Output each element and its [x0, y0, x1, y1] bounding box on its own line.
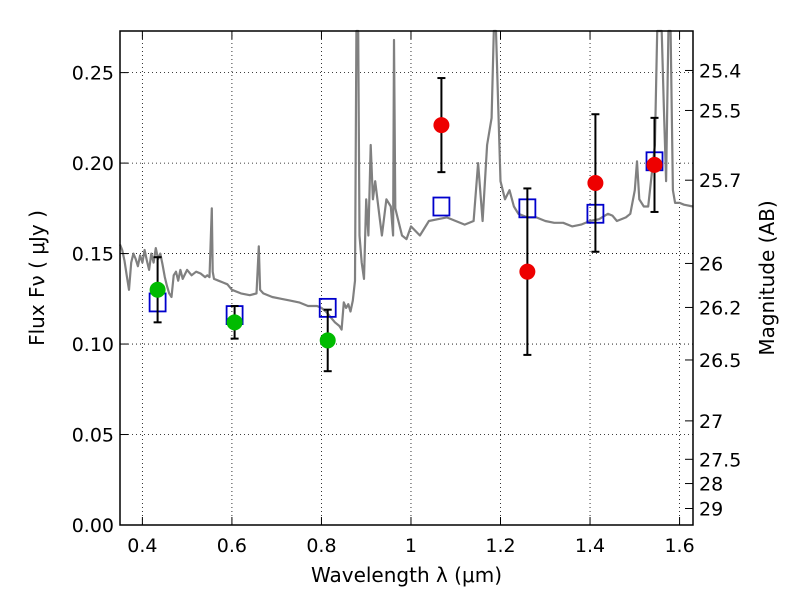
y-right-tick-label: 26: [699, 253, 723, 275]
x-tick-label: 1.6: [664, 535, 694, 557]
observed-flux-point: [319, 332, 336, 349]
x-tick-label: 1: [405, 535, 417, 557]
y-tick-label: 0.20: [72, 153, 114, 175]
x-tick-label: 0.6: [217, 535, 247, 557]
x-tick-label: 0.4: [127, 535, 157, 557]
plot-frame: [119, 30, 694, 526]
y-right-tick-label: 25.5: [699, 100, 741, 122]
x-tick-label: 0.8: [306, 535, 336, 557]
observed-flux-point: [646, 156, 663, 173]
y-right-tick-label: 28: [699, 474, 723, 496]
y-right-axis-label: Magnitude (AB): [755, 200, 779, 355]
x-tick-label: 1.2: [485, 535, 515, 557]
observed-flux-point: [519, 263, 536, 280]
observed-flux-point: [433, 117, 450, 134]
y-tick-label: 0.00: [72, 515, 114, 537]
x-axis-label: Wavelength λ (μm): [311, 563, 502, 587]
ticks: 0.4 0.6 0.8 1 1.2 1.4 1.6 0.00 0.05 0.10 0.15 0.20 0…: [72, 31, 741, 557]
y-right-tick-label: 27.5: [699, 449, 741, 471]
observed-flux-point: [587, 175, 604, 191]
spectrum-line: [118, 29, 694, 331]
y-tick-label: 0.25: [72, 63, 114, 85]
y-tick-label: 0.05: [72, 425, 114, 447]
y-right-tick-label: 26.5: [699, 350, 741, 372]
grid: [120, 31, 693, 526]
observed-flux-point: [226, 314, 243, 331]
y-tick-label: 0.15: [72, 244, 114, 266]
model-flux-square: [432, 196, 451, 217]
y-tick-label: 0.10: [72, 334, 114, 356]
x-tick-label: 1.4: [575, 535, 605, 557]
y-right-tick-label: 27: [699, 411, 723, 433]
y-right-tick-label: 25.7: [699, 170, 741, 192]
data-markers: [148, 77, 664, 373]
y-right-tick-label: 25.4: [699, 60, 741, 82]
y-right-tick-label: 26.2: [699, 297, 741, 319]
model-spectrum: [118, 29, 694, 331]
y-axis-label: Flux Fν ( μJy ): [25, 210, 49, 346]
observed-flux-point: [149, 281, 166, 298]
y-right-tick-label: 29: [699, 498, 723, 520]
